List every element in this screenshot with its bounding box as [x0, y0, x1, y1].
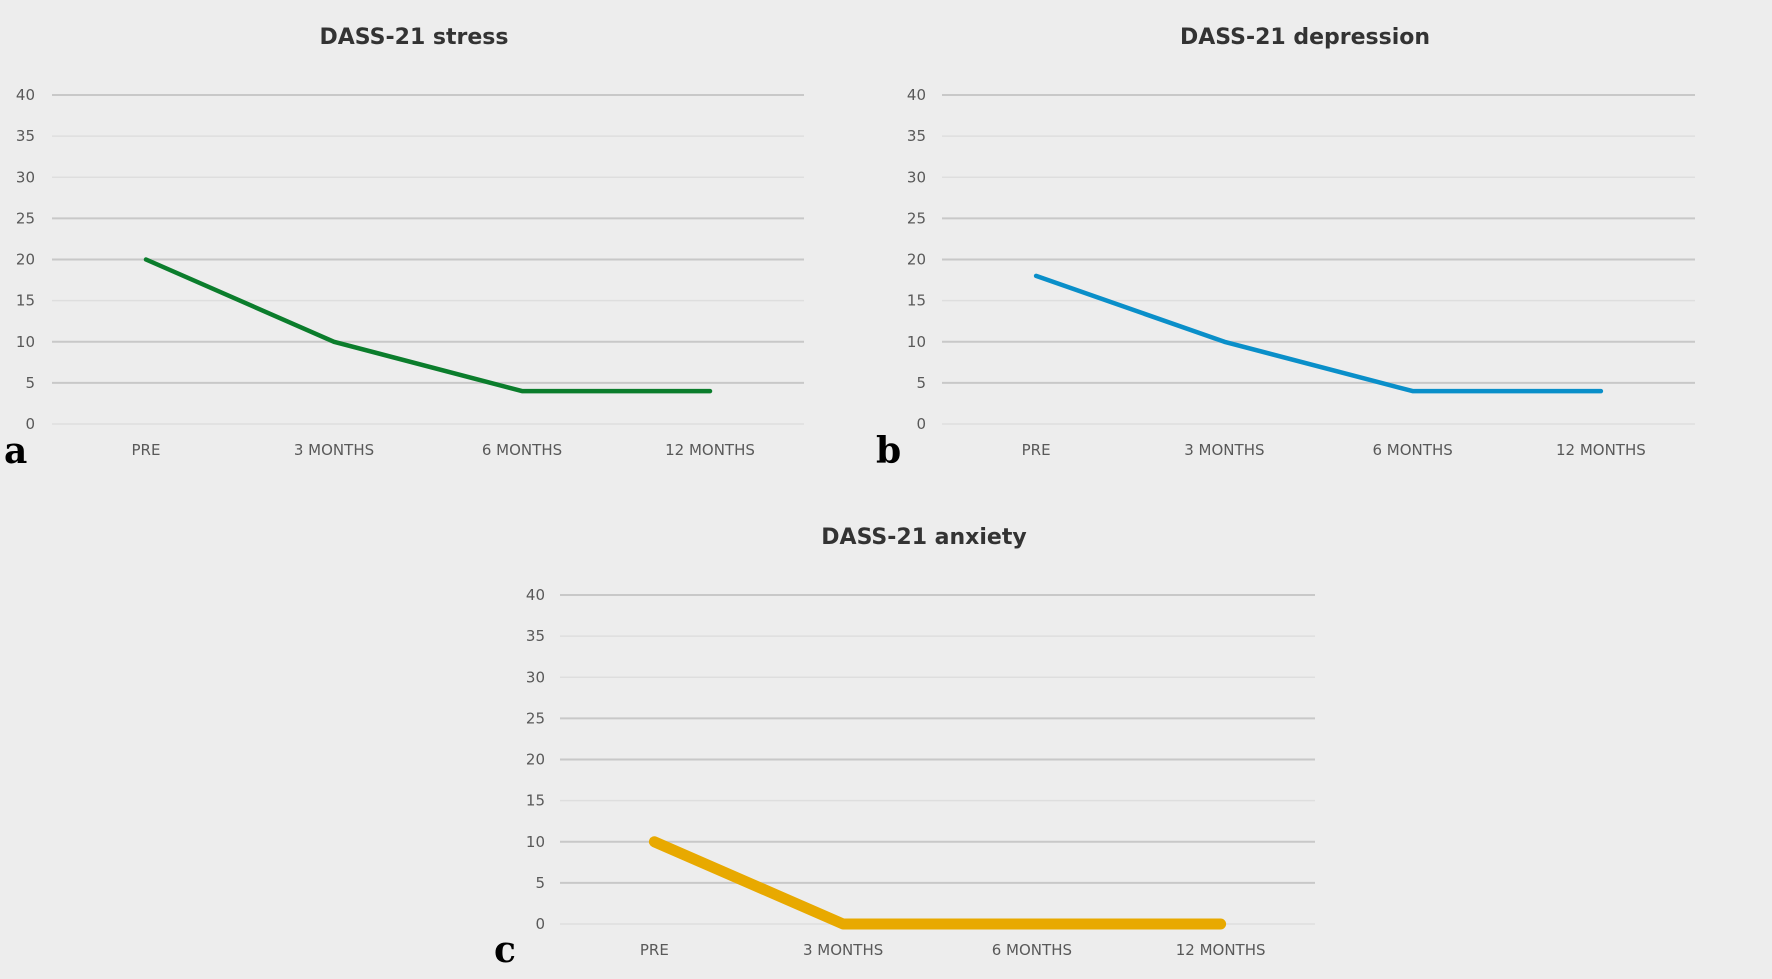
y-tick-label: 5	[25, 374, 35, 392]
y-tick-label: 35	[16, 127, 35, 145]
panel-letter: b	[876, 430, 901, 472]
y-tick-label: 10	[907, 333, 926, 351]
y-tick-label: 20	[907, 251, 926, 269]
chart-c: DASS-21 anxiety 0 5 10 15 20 25 30 35 40 PRE 3 MONT…	[494, 525, 1315, 971]
chart-title: DASS-21 anxiety	[821, 525, 1026, 550]
y-tick-label: 30	[16, 168, 35, 186]
chart-a: DASS-21 stress 0 5 10 15 20 25 30 35 40 PRE 3 MONTH…	[4, 25, 804, 472]
y-tick-label: 40	[16, 86, 35, 104]
x-tick-label: 6 MONTHS	[1373, 441, 1453, 459]
x-tick-label: PRE	[132, 441, 161, 459]
y-tick-label: 20	[16, 251, 35, 269]
y-tick-label: 25	[907, 209, 926, 227]
y-tick-label: 10	[526, 833, 545, 851]
y-tick-label: 0	[25, 415, 35, 433]
y-tick-label: 40	[907, 86, 926, 104]
panel-letter: c	[494, 929, 516, 971]
y-tick-label: 25	[526, 709, 545, 727]
y-tick-label: 15	[526, 792, 545, 810]
y-tick-label: 15	[16, 292, 35, 310]
series-line	[143, 257, 713, 394]
x-tick-label: 6 MONTHS	[992, 941, 1072, 959]
y-tick-label: 35	[907, 127, 926, 145]
y-tick-label: 10	[16, 333, 35, 351]
y-tick-label: 25	[16, 209, 35, 227]
y-tick-label: 5	[916, 374, 926, 392]
series-line	[1033, 273, 1604, 394]
y-tick-label: 40	[526, 586, 545, 604]
y-tick-label: 0	[916, 415, 926, 433]
y-tick-label: 0	[535, 915, 545, 933]
chart-title: DASS-21 depression	[1180, 25, 1430, 50]
chart-title: DASS-21 stress	[320, 25, 509, 50]
x-tick-label: 12 MONTHS	[1556, 441, 1646, 459]
y-tick-label: 30	[907, 168, 926, 186]
x-tick-label: 3 MONTHS	[1184, 441, 1264, 459]
x-tick-label: PRE	[640, 941, 669, 959]
x-tick-label: 12 MONTHS	[1176, 941, 1266, 959]
x-tick-label: 6 MONTHS	[482, 441, 562, 459]
x-tick-label: 3 MONTHS	[803, 941, 883, 959]
panel-letter: a	[4, 430, 27, 472]
series-line	[648, 836, 1227, 930]
x-tick-label: 3 MONTHS	[294, 441, 374, 459]
chart-b: DASS-21 depression 0 5 10 15 20 25 30 35 40 PRE 3 M…	[876, 25, 1695, 472]
x-tick-label: PRE	[1022, 441, 1051, 459]
y-tick-label: 15	[907, 292, 926, 310]
x-tick-label: 12 MONTHS	[665, 441, 755, 459]
y-tick-label: 20	[526, 751, 545, 769]
y-tick-label: 30	[526, 668, 545, 686]
y-tick-label: 5	[535, 874, 545, 892]
y-tick-label: 35	[526, 627, 545, 645]
